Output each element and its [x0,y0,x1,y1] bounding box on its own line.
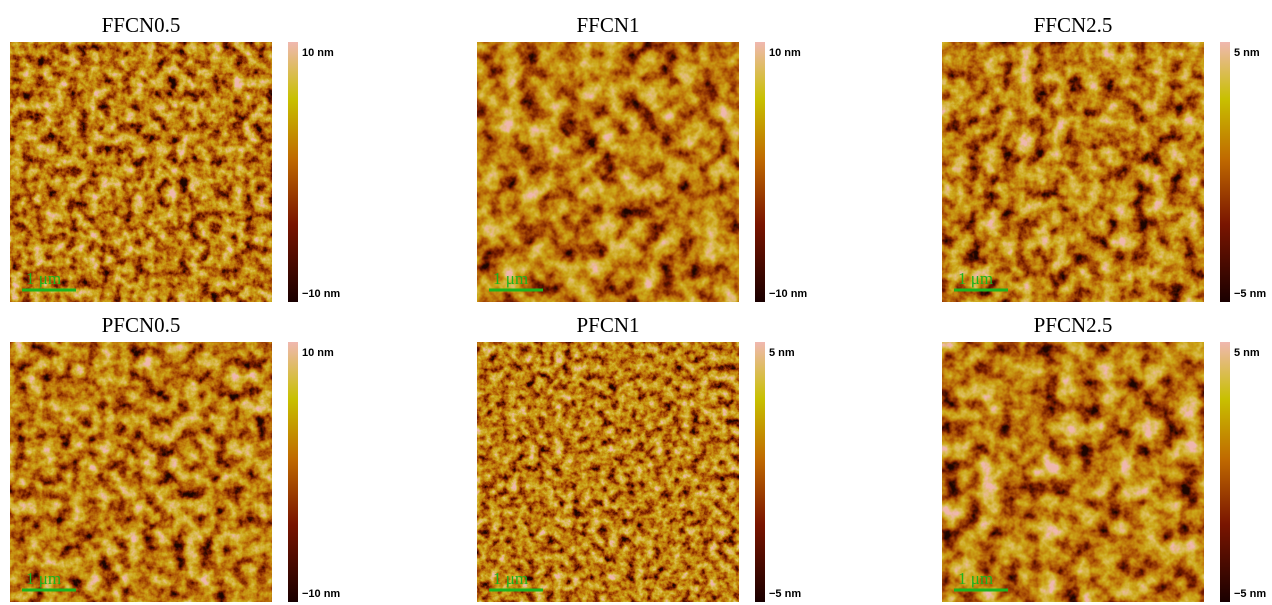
colorbar-min: −5 nm [1234,288,1266,300]
colorbar [288,342,298,602]
afm-panel: PFCN1 1 μm 5 nm −5 nm [477,313,801,602]
panel-title: PFCN0.5 [102,313,181,337]
scale-bar-label: 1 μm [26,269,61,288]
panel-title: FFCN1 [576,13,639,37]
colorbar-max: 10 nm [302,347,334,359]
scale-bar-label: 1 μm [493,269,528,288]
afm-image [10,342,272,602]
colorbar-min: −5 nm [1234,588,1266,600]
scale-bar-label: 1 μm [958,269,993,288]
panel-title: FFCN2.5 [1034,13,1113,37]
colorbar-max: 5 nm [1234,47,1260,59]
afm-image [942,42,1204,302]
colorbar-max: 10 nm [769,47,801,59]
colorbar-max: 10 nm [302,47,334,59]
afm-image [942,342,1204,602]
panel-title: PFCN1 [576,313,639,337]
panel-title: FFCN0.5 [102,13,181,37]
colorbar-max: 5 nm [769,347,795,359]
afm-panel: FFCN1 1 μm 10 nm −10 nm [477,13,807,302]
colorbar-min: −10 nm [302,288,340,300]
colorbar [755,342,765,602]
colorbar-max: 5 nm [1234,347,1260,359]
afm-panel: PFCN0.5 1 μm 10 nm −10 nm [10,313,340,602]
scale-bar-label: 1 μm [958,569,993,588]
colorbar-min: −10 nm [302,588,340,600]
afm-image [477,342,739,602]
scale-bar-label: 1 μm [26,569,61,588]
colorbar [755,42,765,302]
afm-panel: PFCN2.5 1 μm 5 nm −5 nm [942,313,1266,602]
colorbar [1220,342,1230,602]
afm-image [477,42,739,302]
colorbar-min: −10 nm [769,288,807,300]
afm-image [10,42,272,302]
afm-panel: FFCN0.5 1 μm 10 nm −10 nm [10,13,340,302]
panel-title: PFCN2.5 [1034,313,1113,337]
afm-panel: FFCN2.5 1 μm 5 nm −5 nm [942,13,1266,302]
colorbar [288,42,298,302]
scale-bar-label: 1 μm [493,569,528,588]
colorbar [1220,42,1230,302]
colorbar-min: −5 nm [769,588,801,600]
